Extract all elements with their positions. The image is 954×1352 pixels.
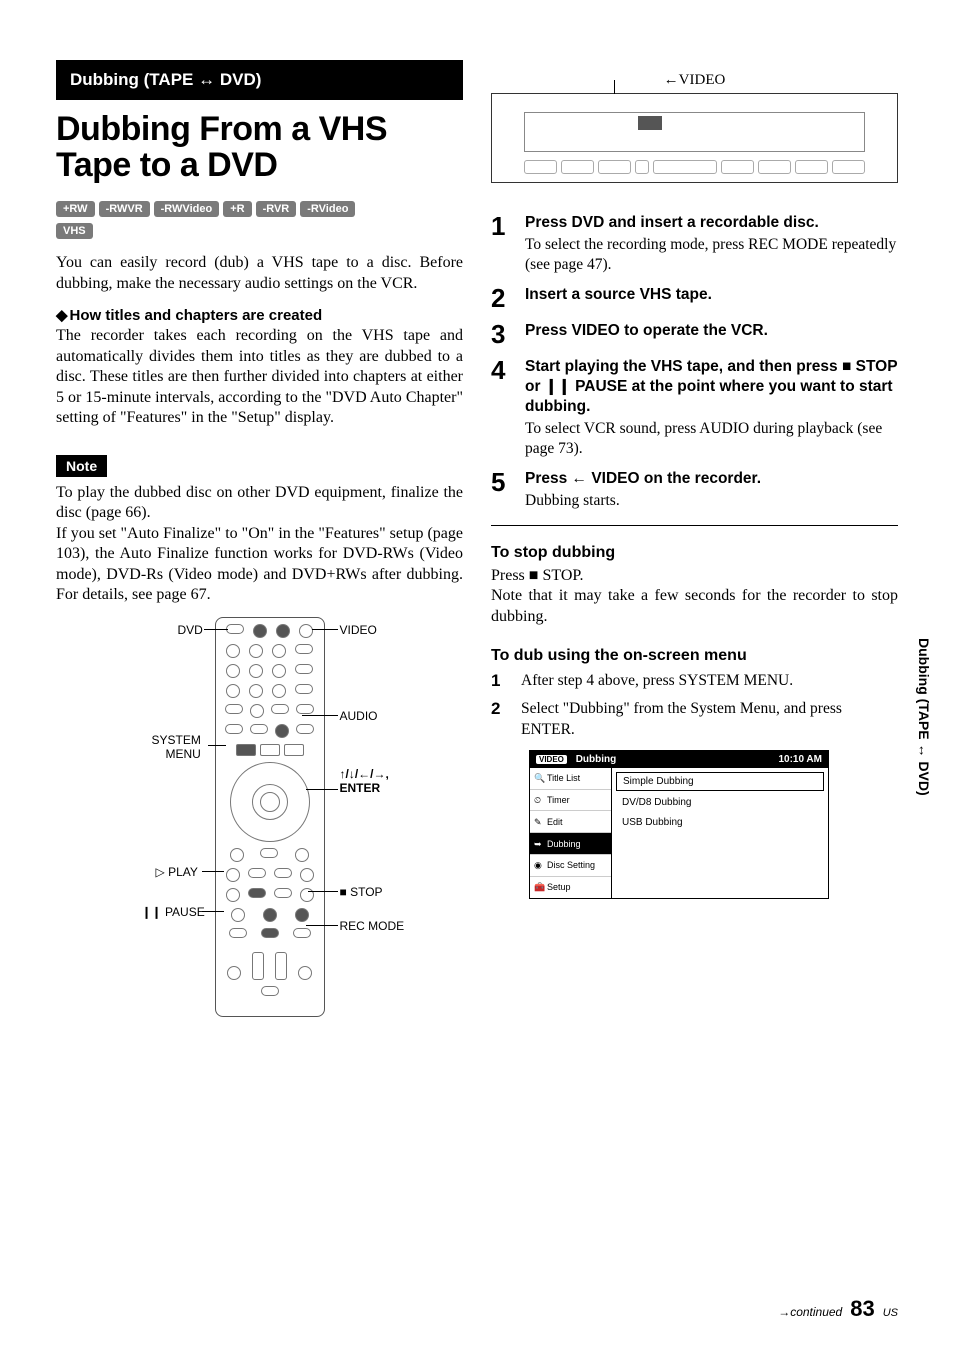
badge: VHS	[56, 223, 93, 239]
onscreen-menu: VIDEO Dubbing 10:10 AM 🔍Title List ⏲Time…	[529, 750, 829, 899]
device-illustration	[491, 93, 898, 183]
osmenu-titlebar: VIDEO Dubbing 10:10 AM	[530, 751, 828, 768]
osmenu-sidebar-item[interactable]: 🧰Setup	[530, 877, 611, 898]
osmenu-title: Dubbing	[576, 754, 617, 765]
step-sub: To select VCR sound, press AUDIO during …	[525, 419, 898, 459]
osmenu-option[interactable]: USB Dubbing	[616, 814, 824, 831]
substep-number: 1	[491, 671, 507, 691]
edit-icon: ✎	[534, 817, 544, 827]
footer-continued: →continued	[778, 1305, 842, 1319]
step-number: 5	[491, 469, 513, 511]
step-sub: To select the recording mode, press REC …	[525, 235, 898, 275]
osmenu-sidebar-label: Setup	[547, 882, 571, 892]
step: 2 Insert a source VHS tape.	[491, 285, 898, 311]
step-number: 4	[491, 357, 513, 459]
substep-text: After step 4 above, press SYSTEM MENU.	[521, 671, 793, 691]
intro-paragraph: You can easily record (dub) a VHS tape t…	[56, 253, 463, 294]
osmenu-sidebar-label: Title List	[547, 773, 580, 783]
format-badges-row2: VHS	[56, 223, 463, 239]
footer-suffix: US	[883, 1307, 898, 1319]
section-header: Dubbing (TAPE ↔ DVD)	[56, 60, 463, 100]
setup-icon: 🧰	[534, 882, 544, 892]
footer-page-number: 83	[850, 1296, 874, 1322]
disc-icon: ◉	[534, 860, 544, 870]
step-lead: Insert a source VHS tape.	[525, 285, 712, 305]
osmenu-pane: Simple Dubbing DV/D8 Dubbing USB Dubbing	[612, 768, 828, 898]
osmenu-sidebar-label: Edit	[547, 817, 563, 827]
step: 3 Press VIDEO to operate the VCR.	[491, 321, 898, 347]
menu-steps: 1 After step 4 above, press SYSTEM MENU.…	[491, 671, 898, 739]
dubbing-icon: ➥	[534, 839, 544, 849]
remote-label-rec-mode: REC MODE	[340, 919, 405, 933]
osmenu-clock: 10:10 AM	[778, 754, 822, 765]
substep-text: Select "Dubbing" from the System Menu, a…	[521, 699, 898, 739]
format-badges-row1: +RW -RWVR -RWVideo +R -RVR -RVideo	[56, 201, 463, 217]
list-icon: 🔍	[534, 773, 544, 783]
step-number: 3	[491, 321, 513, 347]
chapter-title: Dubbing From a VHS Tape to a DVD	[56, 112, 463, 183]
stop-body: Press ■ STOP. Note that it may take a fe…	[491, 566, 898, 627]
step-lead: Press ← VIDEO on the recorder.	[525, 469, 761, 489]
osmenu-sidebar-item[interactable]: ✎Edit	[530, 811, 611, 833]
substep-number: 2	[491, 699, 507, 739]
badge: +R	[223, 201, 251, 217]
subsection-body: The recorder takes each recording on the…	[56, 326, 463, 428]
remote-diagram: DVD VIDEO AUDIO SYSTEM MENU ↑/↓/←/→, ENT…	[80, 617, 440, 1017]
step: 4 Start playing the VHS tape, and then p…	[491, 357, 898, 459]
page-footer: →continued 83 US	[778, 1296, 898, 1322]
device-caption: ←VIDEO	[491, 72, 898, 89]
badge: -RVR	[256, 201, 297, 217]
osmenu-sidebar-item-selected[interactable]: ➥Dubbing	[530, 833, 611, 855]
badge: +RW	[56, 201, 95, 217]
menu-heading: To dub using the on-screen menu	[491, 647, 898, 665]
osmenu-sidebar-item[interactable]: ⏲Timer	[530, 790, 611, 812]
step-sub: Dubbing starts.	[525, 491, 761, 511]
substep: 2 Select "Dubbing" from the System Menu,…	[491, 699, 898, 739]
step: 1 Press DVD and insert a recordable disc…	[491, 213, 898, 275]
osmenu-option[interactable]: Simple Dubbing	[616, 772, 824, 791]
remote-label-system-menu: SYSTEM MENU	[152, 733, 201, 761]
remote-label-video: VIDEO	[340, 623, 377, 637]
remote-body	[215, 617, 325, 1017]
video-indicator-icon: VIDEO	[536, 755, 567, 764]
remote-label-play: ▷ PLAY	[156, 865, 198, 879]
step-lead: Press VIDEO to operate the VCR.	[525, 321, 768, 341]
step-number: 2	[491, 285, 513, 311]
badge: -RVideo	[300, 201, 355, 217]
remote-label-dvd: DVD	[178, 623, 203, 637]
osmenu-sidebar-label: Dubbing	[547, 839, 581, 849]
step-lead: Start playing the VHS tape, and then pre…	[525, 357, 898, 417]
step-number: 1	[491, 213, 513, 275]
note-body: To play the dubbed disc on other DVD equ…	[56, 483, 463, 606]
remote-label-pause: ❙❙ PAUSE	[142, 905, 205, 919]
osmenu-sidebar-item[interactable]: ◉Disc Setting	[530, 855, 611, 877]
stop-heading: To stop dubbing	[491, 544, 898, 562]
dpad	[230, 762, 310, 842]
osmenu-sidebar-label: Disc Setting	[547, 860, 595, 870]
divider	[491, 525, 898, 526]
badge: -RWVideo	[154, 201, 220, 217]
note-label: Note	[56, 455, 107, 477]
remote-label-audio: AUDIO	[340, 709, 378, 723]
badge: -RWVR	[99, 201, 150, 217]
timer-icon: ⏲	[534, 795, 544, 805]
remote-label-stop: ■ STOP	[340, 885, 383, 899]
osmenu-sidebar-item[interactable]: 🔍Title List	[530, 768, 611, 790]
step: 5 Press ← VIDEO on the recorder. Dubbing…	[491, 469, 898, 511]
page-side-tab: Dubbing (TAPE ↔ DVD)	[916, 638, 932, 796]
osmenu-sidebar-label: Timer	[547, 795, 570, 805]
osmenu-sidebar: 🔍Title List ⏲Timer ✎Edit ➥Dubbing ◉Disc …	[530, 768, 612, 898]
substep: 1 After step 4 above, press SYSTEM MENU.	[491, 671, 898, 691]
osmenu-option[interactable]: DV/D8 Dubbing	[616, 794, 824, 811]
subsection-heading: How titles and chapters are created	[56, 306, 463, 324]
main-steps: 1 Press DVD and insert a recordable disc…	[491, 213, 898, 511]
osmenu-title-group: VIDEO Dubbing	[536, 754, 616, 765]
remote-label-enter: ↑/↓/←/→, ENTER	[340, 767, 389, 795]
step-lead: Press DVD and insert a recordable disc.	[525, 213, 898, 233]
